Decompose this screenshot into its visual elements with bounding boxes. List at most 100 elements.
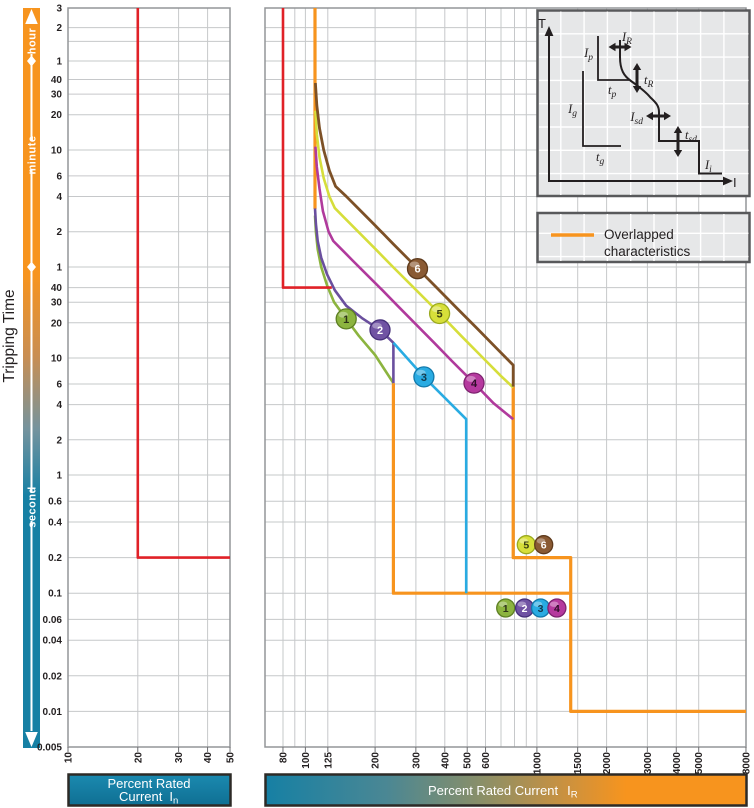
curve-badge-6: 6 <box>406 258 429 280</box>
badge-circle <box>428 302 451 325</box>
y-tick-label: 40 <box>51 75 63 86</box>
left-axis-label-line2: Current In <box>119 789 178 807</box>
x-tick-label: 500 <box>463 752 474 769</box>
inset-isd-range-arrow-icon <box>646 111 671 121</box>
badge-number: 5 <box>437 308 443 320</box>
inset-tsd-range-arrow-icon <box>673 126 683 157</box>
y-tick-label: 0.005 <box>37 743 62 754</box>
curve-badge-5: 5 <box>516 535 536 555</box>
y-tick-label: 4 <box>56 400 62 411</box>
curve-badge-2: 2 <box>369 319 391 341</box>
legend-box <box>536 211 751 264</box>
y-tick-label: 4 <box>56 192 62 203</box>
ground-fault-curve <box>136 8 230 559</box>
badge-number: 6 <box>414 264 420 276</box>
badge-highlight <box>519 538 528 544</box>
y-tick-label: 40 <box>51 283 63 294</box>
curve-badge-2: 2 <box>514 598 535 618</box>
x-tick-label: 200 <box>371 752 382 769</box>
badge-number: 6 <box>541 539 547 551</box>
y-tick-label: 10 <box>51 354 63 365</box>
badge-number: 2 <box>377 325 383 337</box>
y-tick-label: 6 <box>56 380 62 391</box>
curve-badge-4: 4 <box>463 372 485 394</box>
badge-circle <box>463 372 485 394</box>
inset-label-ig: Ig <box>567 102 577 119</box>
badge-number: 5 <box>523 539 529 551</box>
inset-tr-range-arrow-icon <box>632 63 642 93</box>
y-tick-label: 30 <box>51 90 63 101</box>
x-tick-label: 1000 <box>532 752 543 775</box>
diamond-marker-icon <box>27 261 36 273</box>
arrow-up-icon <box>25 9 38 24</box>
main-panel-frame <box>264 7 747 748</box>
badge-highlight <box>409 261 420 268</box>
y-tick-label: 0.02 <box>43 671 63 682</box>
badge-highlight <box>466 375 476 382</box>
y-tick-label: 0.06 <box>43 615 63 626</box>
y-tick-label: 0.01 <box>43 707 63 718</box>
curve-badge-3: 3 <box>530 598 551 618</box>
inset-trip-curve <box>619 40 722 175</box>
x-tick-label: 10 <box>64 752 75 764</box>
y-tick-label: 2 <box>56 23 62 34</box>
inset-t-axis-arrow-icon <box>544 26 554 36</box>
y-tick-label: 0.6 <box>48 497 62 508</box>
x-tick-label: 1500 <box>573 752 584 775</box>
inset-label-ir: IR <box>621 30 632 47</box>
inset-i-axis-label: I <box>733 175 737 190</box>
curve-badge-1: 1 <box>496 598 516 618</box>
inset-label-ii: Ii <box>704 158 712 175</box>
diamond-marker-icon <box>27 55 36 67</box>
badge-highlight <box>498 601 508 607</box>
x-tick-label: 2000 <box>602 752 613 775</box>
x-tick-label: 125 <box>323 752 334 769</box>
legend: Overlapped characteristics <box>536 211 751 264</box>
curve-badge-1: 1 <box>335 308 357 330</box>
overlap-shorttime-high <box>511 386 746 713</box>
x-tick-label: 50 <box>226 752 237 764</box>
thermal-limit <box>281 8 332 289</box>
badge-number: 4 <box>554 603 560 615</box>
x-tick-label: 80 <box>279 752 290 764</box>
curve-4 <box>314 146 515 421</box>
y-tick-label: 20 <box>51 110 63 121</box>
inset-ip-bracket <box>597 36 629 81</box>
time-unit-label-second: second <box>26 486 38 528</box>
badge-circle <box>496 598 516 618</box>
y-tick-label: 6 <box>56 171 62 182</box>
y-tick-label: 2 <box>56 227 62 238</box>
y-tick-label: 3 <box>56 4 62 15</box>
inset-label-tsd: tsd <box>685 128 697 145</box>
x-tick-label: 3000 <box>643 752 654 775</box>
badge-number: 2 <box>522 603 528 615</box>
inset-diagram <box>536 9 751 198</box>
inset-ig-bracket <box>582 71 621 147</box>
curve-badge-3: 3 <box>413 366 435 388</box>
badge-highlight <box>533 601 543 607</box>
y-tick-label: 1 <box>56 57 62 68</box>
badge-number: 4 <box>471 378 478 390</box>
curve-2 <box>313 208 395 384</box>
left-axis-label-line1: Percent Rated <box>107 776 190 791</box>
inset-i-axis-arrow-icon <box>723 176 733 186</box>
badge-number: 1 <box>503 603 509 615</box>
legend-label-line1: Overlapped <box>604 227 674 242</box>
curve-6 <box>314 82 515 387</box>
curve-badge-5: 5 <box>428 302 451 325</box>
inset-label-tp: tp <box>608 83 616 100</box>
badge-highlight <box>431 306 442 313</box>
x-tick-label: 100 <box>301 752 312 769</box>
badge-highlight <box>517 601 527 607</box>
x-tick-label: 300 <box>411 752 422 769</box>
left-panel-frame <box>67 7 231 748</box>
y-axis-title: Tripping Time <box>1 289 18 382</box>
inset-ir-range-arrow-icon <box>608 42 632 52</box>
y-tick-label: 0.2 <box>48 553 62 564</box>
x-tick-label: 8000 <box>742 752 753 775</box>
y-tick-label: 0.1 <box>48 589 62 600</box>
inset-axes <box>548 34 726 182</box>
y-tick-label: 30 <box>51 298 63 309</box>
x-tick-label: 5000 <box>694 752 705 775</box>
